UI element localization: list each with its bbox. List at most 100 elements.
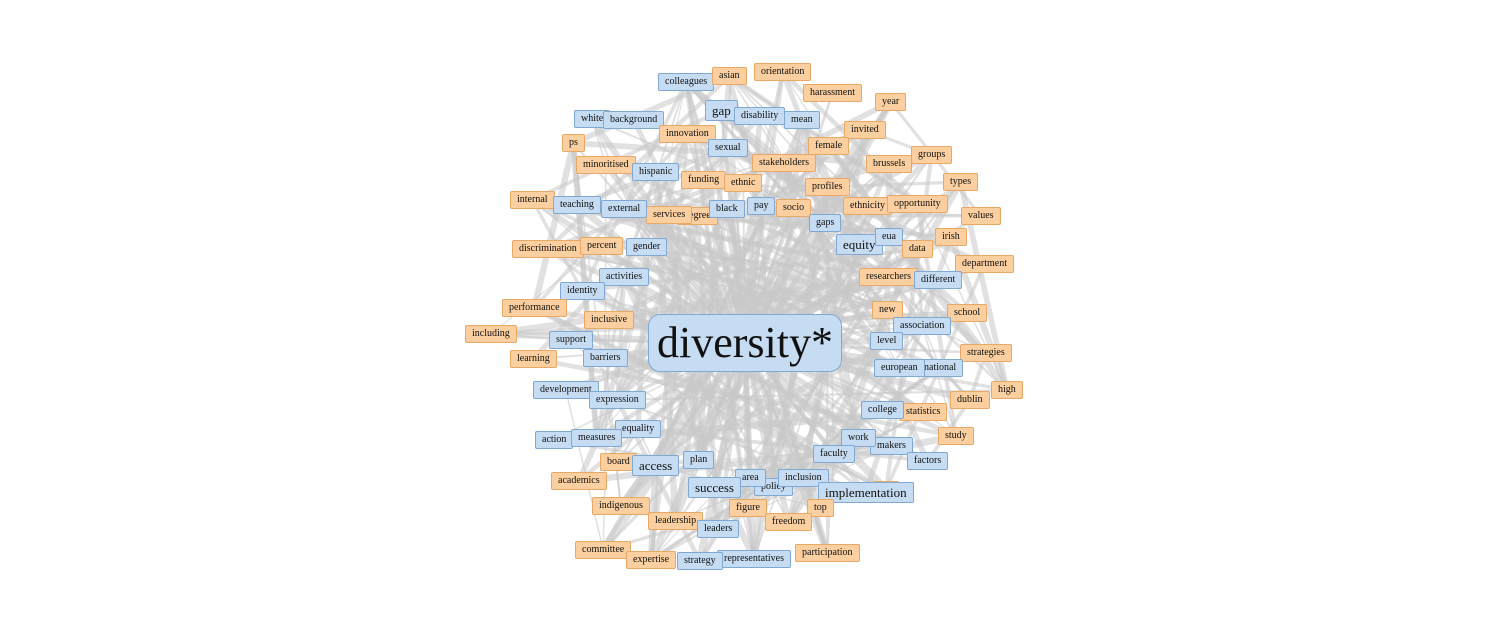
- network-edge: [921, 325, 957, 437]
- node-profiles[interactable]: profiles: [805, 178, 850, 196]
- node-indigenous[interactable]: indigenous: [592, 497, 650, 515]
- node-committee[interactable]: committee: [575, 541, 632, 559]
- node-strategies[interactable]: strategies: [960, 344, 1012, 362]
- node-study[interactable]: study: [938, 427, 974, 445]
- network-edge: [684, 80, 972, 402]
- node-new[interactable]: new: [872, 301, 903, 319]
- node-access[interactable]: access: [632, 455, 680, 476]
- node-measures[interactable]: measures: [571, 429, 623, 447]
- node-stakeholders[interactable]: stakeholders: [752, 154, 816, 172]
- node-identity[interactable]: identity: [560, 282, 605, 300]
- node-brussels[interactable]: brussels: [866, 155, 913, 173]
- node-external[interactable]: external: [601, 200, 648, 218]
- node-success[interactable]: success: [688, 477, 741, 498]
- node-performance[interactable]: performance: [502, 299, 567, 317]
- node-inclusive[interactable]: inclusive: [584, 311, 635, 329]
- node-gender[interactable]: gender: [626, 238, 668, 256]
- node-female[interactable]: female: [808, 137, 850, 155]
- node-faculty[interactable]: faculty: [813, 445, 855, 463]
- network-edge: [615, 274, 627, 403]
- node-irish[interactable]: irish: [935, 228, 967, 246]
- node-black[interactable]: black: [709, 200, 745, 218]
- node-data[interactable]: data: [902, 240, 933, 258]
- node-barriers[interactable]: barriers: [583, 349, 628, 367]
- node-work[interactable]: work: [841, 429, 876, 447]
- node-percent[interactable]: percent: [580, 237, 624, 255]
- node-opportunity[interactable]: opportunity: [887, 195, 948, 213]
- node-funding[interactable]: funding: [681, 171, 727, 189]
- node-high[interactable]: high: [991, 381, 1023, 399]
- network-edge: [654, 118, 804, 468]
- node-services[interactable]: services: [646, 206, 693, 224]
- node-gaps[interactable]: gaps: [809, 214, 842, 232]
- node-expertise[interactable]: expertise: [626, 551, 677, 569]
- node-year[interactable]: year: [875, 93, 907, 111]
- node-ps[interactable]: ps: [562, 134, 585, 152]
- network-edge: [604, 164, 607, 359]
- node-hispanic[interactable]: hispanic: [632, 163, 680, 181]
- node-colleagues[interactable]: colleagues: [658, 73, 715, 91]
- node-implementation[interactable]: implementation: [818, 482, 914, 503]
- node-background[interactable]: background: [603, 111, 665, 129]
- node-ethnicity[interactable]: ethnicity: [843, 197, 892, 215]
- node-activities[interactable]: activities: [599, 268, 650, 286]
- node-discrimination[interactable]: discrimination: [512, 240, 584, 258]
- node-leadership[interactable]: leadership: [648, 512, 704, 530]
- node-ethnic[interactable]: ethnic: [724, 174, 763, 192]
- node-equality[interactable]: equality: [615, 420, 662, 438]
- node-teaching[interactable]: teaching: [553, 196, 601, 214]
- node-gap[interactable]: gap: [705, 100, 738, 121]
- node-plan[interactable]: plan: [683, 451, 715, 469]
- node-equity[interactable]: equity: [836, 234, 883, 255]
- network-edge: [568, 152, 935, 343]
- node-representatives[interactable]: representatives: [717, 550, 791, 568]
- node-factors[interactable]: factors: [907, 452, 949, 470]
- node-strategy[interactable]: strategy: [677, 552, 723, 570]
- node-top[interactable]: top: [807, 499, 834, 517]
- node-association[interactable]: association: [893, 317, 952, 335]
- node-including[interactable]: including: [465, 325, 517, 343]
- node-groups[interactable]: groups: [911, 146, 953, 164]
- node-internal[interactable]: internal: [510, 191, 555, 209]
- node-orientation[interactable]: orientation: [754, 63, 812, 81]
- node-expression[interactable]: expression: [589, 391, 646, 409]
- node-sexual[interactable]: sexual: [708, 139, 748, 157]
- node-leaders[interactable]: leaders: [697, 520, 740, 538]
- node-college[interactable]: college: [861, 401, 904, 419]
- network-edge: [593, 131, 691, 441]
- node-socio[interactable]: socio: [776, 199, 812, 217]
- node-types[interactable]: types: [943, 173, 979, 191]
- node-different[interactable]: different: [914, 271, 963, 289]
- node-mean[interactable]: mean: [784, 111, 820, 129]
- node-harassment[interactable]: harassment: [803, 84, 862, 102]
- network-edge: [888, 236, 941, 369]
- node-asian[interactable]: asian: [712, 67, 747, 85]
- node-researchers[interactable]: researchers: [859, 268, 918, 286]
- network-edge: [545, 73, 732, 252]
- node-statistics[interactable]: statistics: [899, 403, 948, 421]
- node-innovation[interactable]: innovation: [659, 125, 716, 143]
- node-disability[interactable]: disability: [734, 107, 786, 125]
- node-diversity-hub[interactable]: diversity*: [648, 314, 842, 372]
- node-freedom[interactable]: freedom: [765, 513, 813, 531]
- node-inclusion[interactable]: inclusion: [778, 469, 829, 487]
- node-level[interactable]: level: [870, 332, 904, 350]
- node-department[interactable]: department: [955, 255, 1014, 273]
- node-development[interactable]: development: [533, 381, 599, 399]
- node-figure[interactable]: figure: [729, 499, 767, 517]
- node-support[interactable]: support: [549, 331, 593, 349]
- network-edge: [546, 247, 924, 328]
- node-values[interactable]: values: [961, 207, 1001, 225]
- node-dublin[interactable]: dublin: [950, 391, 990, 409]
- node-minoritised[interactable]: minoritised: [576, 156, 636, 174]
- node-school[interactable]: school: [947, 304, 988, 322]
- node-learning[interactable]: learning: [510, 350, 557, 368]
- node-eua[interactable]: eua: [875, 228, 903, 246]
- node-academics[interactable]: academics: [551, 472, 607, 490]
- node-invited[interactable]: invited: [844, 121, 886, 139]
- node-european[interactable]: european: [874, 359, 925, 377]
- node-participation[interactable]: participation: [795, 544, 860, 562]
- node-makers[interactable]: makers: [870, 437, 913, 455]
- node-action[interactable]: action: [535, 431, 574, 449]
- node-pay[interactable]: pay: [747, 197, 776, 215]
